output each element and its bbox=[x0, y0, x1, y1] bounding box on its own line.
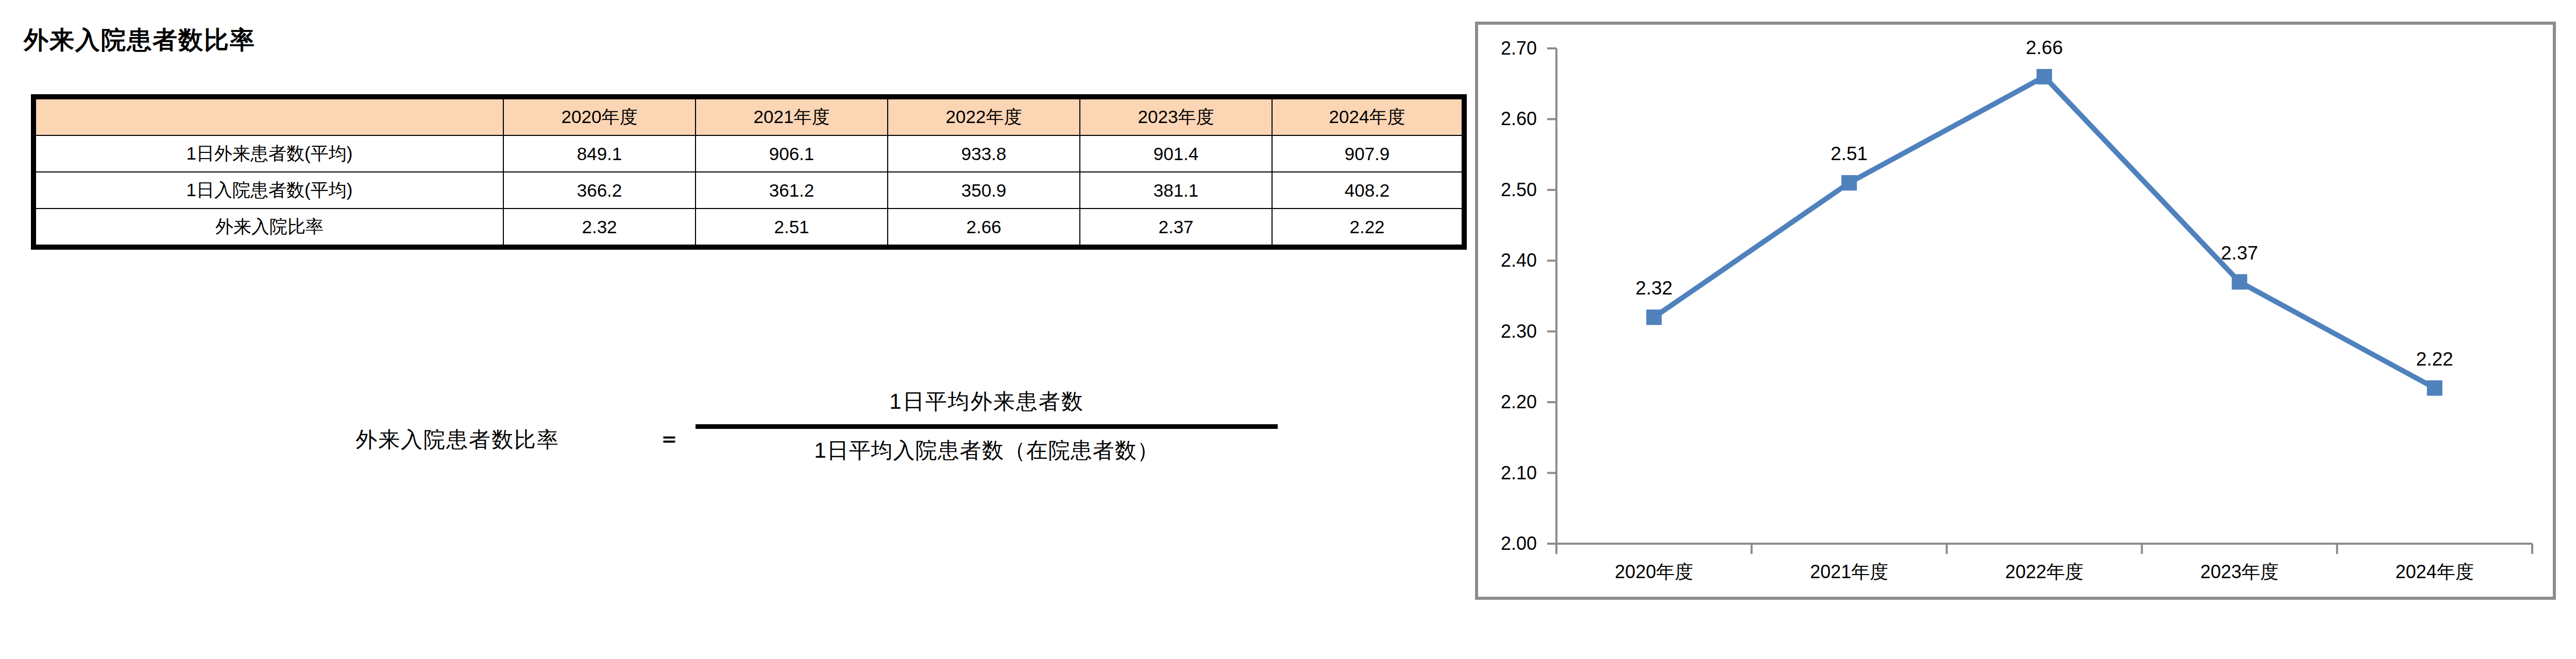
fraction-denominator: 1日平均入院患者数（在院患者数） bbox=[696, 429, 1278, 465]
data-point-marker bbox=[2037, 69, 2052, 84]
data-point-marker bbox=[2232, 274, 2247, 290]
row-label: 1日入院患者数(平均) bbox=[33, 172, 503, 209]
column-header-2023: 2023年度 bbox=[1080, 97, 1272, 135]
row-label: 外来入院比率 bbox=[33, 209, 503, 247]
cell-value: 933.8 bbox=[888, 135, 1080, 172]
y-axis-tick-label: 2.50 bbox=[1501, 179, 1537, 200]
page-title: 外来入院患者数比率 bbox=[24, 24, 256, 57]
cell-value: 350.9 bbox=[888, 172, 1080, 209]
column-header-2022: 2022年度 bbox=[888, 97, 1080, 135]
data-point-label: 2.32 bbox=[1635, 278, 1672, 299]
table-row-ratio: 外来入院比率 2.32 2.51 2.66 2.37 2.22 bbox=[33, 209, 1464, 247]
formula-fraction: 1日平均外来患者数 1日平均入院患者数（在院患者数） bbox=[696, 387, 1278, 465]
column-header-2021: 2021年度 bbox=[696, 97, 888, 135]
column-header-2024: 2024年度 bbox=[1272, 97, 1464, 135]
data-point-marker bbox=[1646, 309, 1662, 325]
cell-value: 907.9 bbox=[1272, 135, 1464, 172]
table-row-outpatients: 1日外来患者数(平均) 849.1 906.1 933.8 901.4 907.… bbox=[33, 135, 1464, 172]
column-header-2020: 2020年度 bbox=[503, 97, 696, 135]
formula-equals-sign: ＝ bbox=[658, 424, 680, 453]
table-corner-cell bbox=[33, 97, 503, 135]
cell-value: 849.1 bbox=[503, 135, 696, 172]
x-axis-category-label: 2023年度 bbox=[2200, 561, 2279, 582]
table-header-row: 2020年度 2021年度 2022年度 2023年度 2024年度 bbox=[33, 97, 1464, 135]
report-page: 外来入院患者数比率 2020年度 2021年度 2022年度 2023年度 20… bbox=[0, 0, 2576, 659]
cell-value: 381.1 bbox=[1080, 172, 1272, 209]
data-point-label: 2.22 bbox=[2416, 349, 2453, 370]
data-point-marker bbox=[1841, 175, 1857, 190]
fraction-bar bbox=[696, 424, 1278, 429]
cell-value: 2.51 bbox=[696, 209, 888, 247]
x-axis-category-label: 2022年度 bbox=[2005, 561, 2083, 582]
formula-lhs: 外来入院患者数比率 bbox=[355, 425, 560, 454]
data-point-label: 2.51 bbox=[1831, 143, 1868, 164]
cell-value: 2.66 bbox=[888, 209, 1080, 247]
cell-value: 901.4 bbox=[1080, 135, 1272, 172]
cell-value: 366.2 bbox=[503, 172, 696, 209]
y-axis-tick-label: 2.00 bbox=[1501, 533, 1537, 554]
row-label: 1日外来患者数(平均) bbox=[33, 135, 503, 172]
cell-value: 2.37 bbox=[1080, 209, 1272, 247]
patient-ratio-table: 2020年度 2021年度 2022年度 2023年度 2024年度 1日外来患… bbox=[31, 94, 1467, 250]
data-point-label: 2.66 bbox=[2026, 37, 2063, 58]
y-axis-tick-label: 2.10 bbox=[1501, 462, 1537, 483]
cell-value: 2.32 bbox=[503, 209, 696, 247]
table-row-inpatients: 1日入院患者数(平均) 366.2 361.2 350.9 381.1 408.… bbox=[33, 172, 1464, 209]
data-point-marker bbox=[2427, 380, 2443, 396]
cell-value: 408.2 bbox=[1272, 172, 1464, 209]
y-axis-tick-label: 2.30 bbox=[1501, 321, 1537, 342]
cell-value: 2.22 bbox=[1272, 209, 1464, 247]
cell-value: 361.2 bbox=[696, 172, 888, 209]
x-axis-category-label: 2020年度 bbox=[1615, 561, 1693, 582]
ratio-chart-svg: 2.00 2.10 2.20 2.30 2.40 2.50 2.60 2.70 2020年度 20… bbox=[1478, 25, 2553, 597]
y-axis-tick-label: 2.70 bbox=[1501, 38, 1537, 59]
x-axis-category-label: 2021年度 bbox=[1810, 561, 1888, 582]
data-point-label: 2.37 bbox=[2221, 242, 2258, 264]
y-axis-tick-label: 2.40 bbox=[1501, 250, 1537, 271]
y-axis-tick-label: 2.20 bbox=[1501, 391, 1537, 412]
cell-value: 906.1 bbox=[696, 135, 888, 172]
ratio-line-chart: 2.00 2.10 2.20 2.30 2.40 2.50 2.60 2.70 2020年度 20… bbox=[1475, 22, 2556, 600]
fraction-numerator: 1日平均外来患者数 bbox=[696, 387, 1278, 424]
series-line bbox=[1654, 77, 2434, 388]
x-axis-category-label: 2024年度 bbox=[2396, 561, 2474, 582]
y-axis-tick-label: 2.60 bbox=[1501, 108, 1537, 129]
